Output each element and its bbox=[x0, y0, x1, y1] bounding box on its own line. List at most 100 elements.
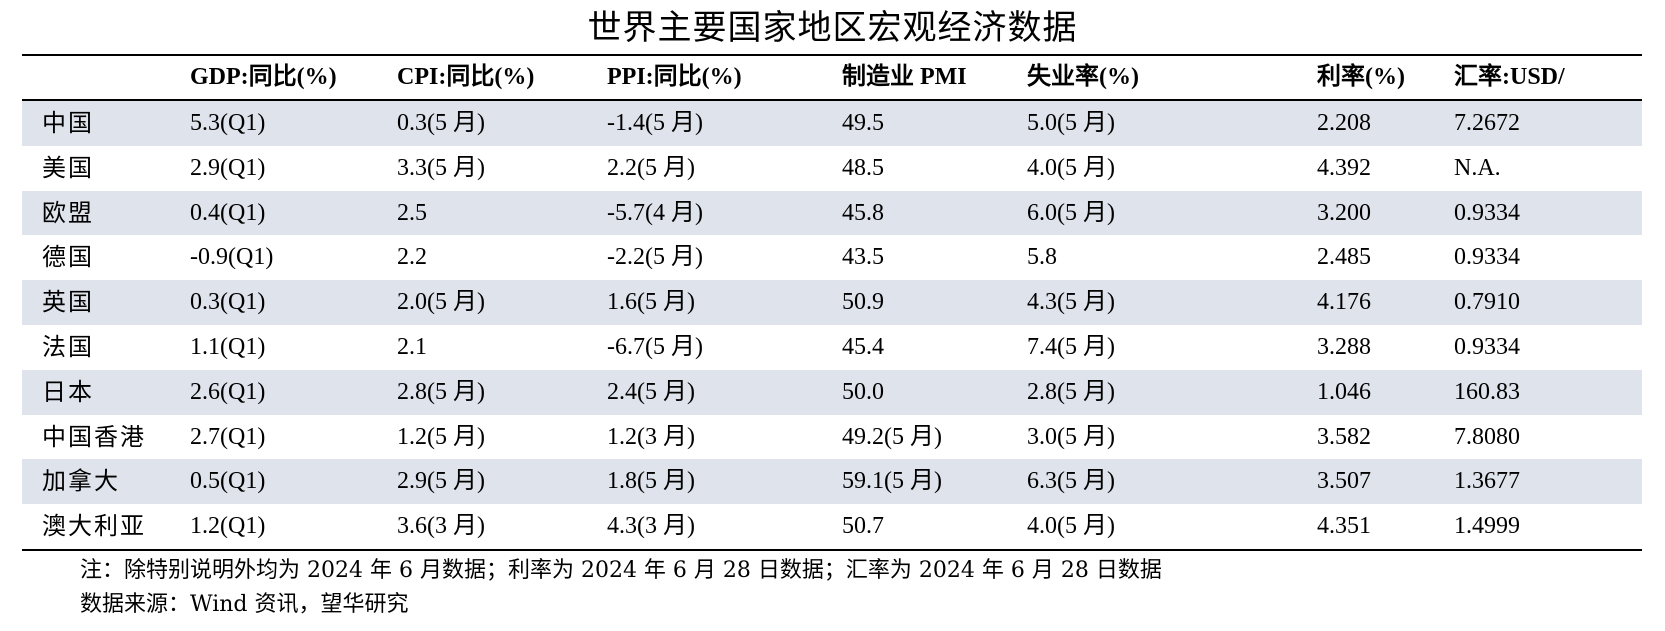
table-title: 世界主要国家地区宏观经济数据 bbox=[587, 8, 1078, 48]
ppi-cell: 1.6(5 月) bbox=[607, 289, 695, 316]
cpi-cell: 2.0(5 月) bbox=[397, 289, 485, 316]
interest-rate-cell: 3.507 bbox=[1317, 468, 1371, 495]
interest-rate-cell: 4.392 bbox=[1317, 154, 1371, 181]
table-row: 澳大利亚 1.2(Q1) 3.6(3 月) 4.3(3 月) 50.7 4.0(… bbox=[22, 504, 1642, 549]
unemployment-cell: 2.8(5 月) bbox=[1027, 378, 1115, 405]
ppi-cell: 1.2(3 月) bbox=[607, 423, 695, 450]
gdp-cell: 2.9(Q1) bbox=[190, 154, 266, 181]
ppi-cell: 2.2(5 月) bbox=[607, 154, 695, 181]
exchange-rate-cell: 7.2672 bbox=[1454, 110, 1520, 136]
header-interest-rate: 利率(%) bbox=[1317, 64, 1405, 90]
gdp-cell: 2.7(Q1) bbox=[190, 423, 266, 450]
table-note: 注：除特别说明外均为 2024 年 6 月数据；利率为 2024 年 6 月 2… bbox=[80, 558, 1162, 583]
unemployment-cell: 5.8 bbox=[1027, 244, 1057, 271]
pmi-cell: 49.5 bbox=[842, 110, 884, 136]
region-name: 中国香港 bbox=[42, 422, 146, 451]
region-name: 中国 bbox=[42, 109, 94, 137]
exchange-rate-cell: 1.3677 bbox=[1454, 468, 1520, 495]
ppi-cell: -6.7(5 月) bbox=[607, 333, 703, 360]
interest-rate-cell: 2.208 bbox=[1317, 110, 1371, 136]
data-source: 数据来源：Wind 资讯，望华研究 bbox=[80, 592, 409, 617]
table-row: 美国 2.9(Q1) 3.3(5 月) 2.2(5 月) 48.5 4.0(5 … bbox=[22, 146, 1642, 191]
cpi-cell: 2.8(5 月) bbox=[397, 378, 485, 405]
unemployment-cell: 7.4(5 月) bbox=[1027, 333, 1115, 360]
region-name: 日本 bbox=[42, 377, 94, 406]
pmi-cell: 43.5 bbox=[842, 244, 884, 271]
gdp-cell: 0.4(Q1) bbox=[190, 199, 266, 226]
table-body: 中国 5.3(Q1) 0.3(5 月) -1.4(5 月) 49.5 5.0(5… bbox=[22, 101, 1642, 549]
region-name: 法国 bbox=[42, 332, 94, 361]
unemployment-cell: 5.0(5 月) bbox=[1027, 110, 1115, 136]
table-row: 加拿大 0.5(Q1) 2.9(5 月) 1.8(5 月) 59.1(5 月) … bbox=[22, 459, 1642, 505]
pmi-cell: 45.8 bbox=[842, 199, 884, 226]
bottom-rule bbox=[22, 549, 1642, 551]
pmi-cell: 50.0 bbox=[842, 378, 884, 405]
exchange-rate-cell: 0.7910 bbox=[1454, 289, 1520, 316]
table-row: 中国香港 2.7(Q1) 1.2(5 月) 1.2(3 月) 49.2(5 月)… bbox=[22, 415, 1642, 460]
gdp-cell: 1.2(Q1) bbox=[190, 513, 266, 540]
ppi-cell: -5.7(4 月) bbox=[607, 199, 703, 226]
cpi-cell: 2.1 bbox=[397, 333, 427, 360]
pmi-cell: 48.5 bbox=[842, 154, 884, 181]
unemployment-cell: 6.0(5 月) bbox=[1027, 199, 1115, 226]
exchange-rate-cell: 7.8080 bbox=[1454, 423, 1520, 450]
exchange-rate-cell: 160.83 bbox=[1454, 378, 1520, 405]
interest-rate-cell: 3.288 bbox=[1317, 333, 1371, 360]
pmi-cell: 50.7 bbox=[842, 513, 884, 540]
interest-rate-cell: 3.200 bbox=[1317, 199, 1371, 226]
cpi-cell: 3.6(3 月) bbox=[397, 513, 485, 540]
cpi-cell: 0.3(5 月) bbox=[397, 110, 485, 136]
exchange-rate-cell: 0.9334 bbox=[1454, 199, 1520, 226]
table-row: 日本 2.6(Q1) 2.8(5 月) 2.4(5 月) 50.0 2.8(5 … bbox=[22, 369, 1642, 415]
ppi-cell: 1.8(5 月) bbox=[607, 468, 695, 495]
region-name: 英国 bbox=[42, 288, 94, 317]
region-name: 欧盟 bbox=[42, 198, 94, 227]
region-name: 加拿大 bbox=[42, 467, 120, 496]
interest-rate-cell: 2.485 bbox=[1317, 244, 1371, 271]
table-row: 中国 5.3(Q1) 0.3(5 月) -1.4(5 月) 49.5 5.0(5… bbox=[22, 101, 1642, 146]
pmi-cell: 49.2(5 月) bbox=[842, 423, 942, 450]
gdp-cell: -0.9(Q1) bbox=[190, 244, 274, 271]
interest-rate-cell: 4.176 bbox=[1317, 289, 1371, 316]
unemployment-cell: 4.0(5 月) bbox=[1027, 154, 1115, 181]
pmi-cell: 59.1(5 月) bbox=[842, 468, 942, 495]
gdp-cell: 0.3(Q1) bbox=[190, 289, 266, 316]
header-exchange-rate: 汇率:USD/ bbox=[1454, 64, 1565, 90]
pmi-cell: 45.4 bbox=[842, 333, 884, 360]
table-row: 欧盟 0.4(Q1) 2.5 -5.7(4 月) 45.8 6.0(5 月) 3… bbox=[22, 190, 1642, 236]
unemployment-cell: 3.0(5 月) bbox=[1027, 423, 1115, 450]
cpi-cell: 2.9(5 月) bbox=[397, 468, 485, 495]
region-name: 美国 bbox=[42, 153, 94, 182]
table-header: GDP:同比(%) CPI:同比(%) PPI:同比(%) 制造业 PMI 失业… bbox=[22, 56, 1642, 99]
top-rule bbox=[22, 54, 1642, 56]
unemployment-cell: 6.3(5 月) bbox=[1027, 468, 1115, 495]
header-gdp: GDP:同比(%) bbox=[190, 64, 337, 90]
header-ppi: PPI:同比(%) bbox=[607, 64, 742, 90]
interest-rate-cell: 4.351 bbox=[1317, 513, 1371, 540]
cpi-cell: 2.5 bbox=[397, 199, 427, 226]
table-row: 德国 -0.9(Q1) 2.2 -2.2(5 月) 43.5 5.8 2.485… bbox=[22, 235, 1642, 280]
header-unemployment: 失业率(%) bbox=[1027, 64, 1139, 90]
interest-rate-cell: 3.582 bbox=[1317, 423, 1371, 450]
ppi-cell: 2.4(5 月) bbox=[607, 378, 695, 405]
interest-rate-cell: 1.046 bbox=[1317, 378, 1371, 405]
pmi-cell: 50.9 bbox=[842, 289, 884, 316]
gdp-cell: 1.1(Q1) bbox=[190, 333, 266, 360]
ppi-cell: -1.4(5 月) bbox=[607, 110, 703, 136]
region-name: 德国 bbox=[42, 243, 94, 272]
exchange-rate-cell: 1.4999 bbox=[1454, 513, 1520, 540]
cpi-cell: 2.2 bbox=[397, 244, 427, 271]
header-cpi: CPI:同比(%) bbox=[397, 64, 535, 90]
region-name: 澳大利亚 bbox=[42, 512, 146, 541]
table-row: 法国 1.1(Q1) 2.1 -6.7(5 月) 45.4 7.4(5 月) 3… bbox=[22, 325, 1642, 370]
gdp-cell: 2.6(Q1) bbox=[190, 378, 266, 405]
header-rule bbox=[22, 99, 1642, 101]
header-pmi: 制造业 PMI bbox=[842, 64, 967, 90]
unemployment-cell: 4.0(5 月) bbox=[1027, 513, 1115, 540]
exchange-rate-cell: 0.9334 bbox=[1454, 244, 1520, 271]
cpi-cell: 1.2(5 月) bbox=[397, 423, 485, 450]
gdp-cell: 0.5(Q1) bbox=[190, 468, 266, 495]
ppi-cell: 4.3(3 月) bbox=[607, 513, 695, 540]
ppi-cell: -2.2(5 月) bbox=[607, 244, 703, 271]
exchange-rate-cell: 0.9334 bbox=[1454, 333, 1520, 360]
